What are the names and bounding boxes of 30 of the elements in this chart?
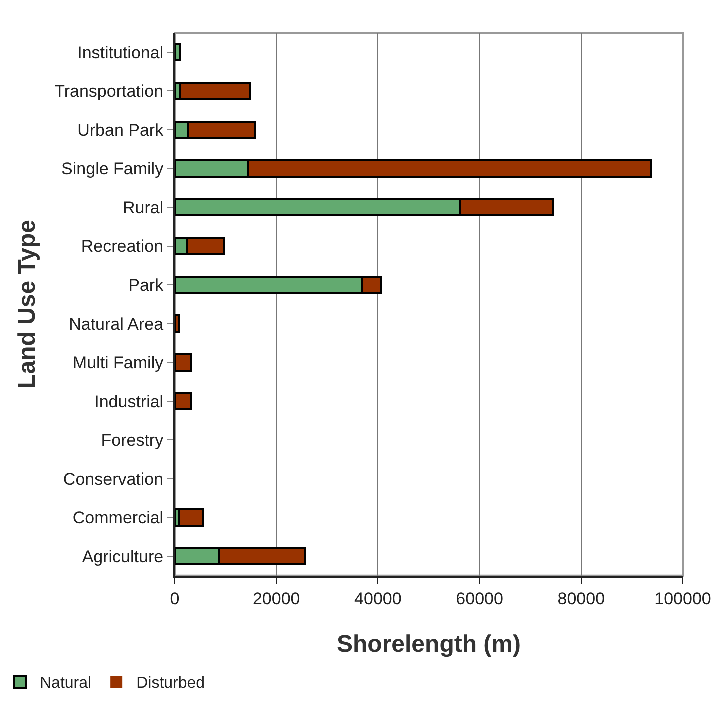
x-tick-label: 80000 [558, 589, 606, 608]
x-tick-label: 20000 [252, 589, 300, 608]
y-tick-label: Commercial [72, 508, 164, 528]
y-tick-label: Park [128, 276, 164, 295]
y-tick-label: Agriculture [82, 547, 164, 566]
x-axis-title: Shorelength (m) [337, 631, 521, 658]
y-tick-label: Forestry [101, 431, 164, 450]
bar [175, 43, 182, 62]
x-tick-label: 60000 [456, 589, 504, 608]
bar [179, 82, 252, 100]
x-tick-label: 100000 [654, 589, 712, 608]
legend-label: Natural [40, 675, 92, 692]
y-tick-label: Recreation [81, 237, 164, 256]
bar [175, 314, 180, 333]
x-tick-label: 40000 [354, 589, 402, 608]
y-tick-label: Rural [122, 198, 164, 218]
y-tick-label: Single Family [62, 160, 164, 179]
y-tick-label: Conservation [63, 470, 164, 489]
y-axis-title: Land Use Type [14, 220, 42, 389]
y-tick-label: Industrial [94, 392, 164, 412]
bar [178, 508, 204, 527]
bar [175, 353, 192, 372]
y-tick-label: Institutional [78, 43, 164, 62]
bar [175, 392, 192, 411]
y-tick-label: Transportation [54, 82, 164, 102]
y-tick-label: Urban Park [78, 120, 164, 140]
x-tick-label: 0 [170, 589, 180, 608]
legend-label: Disturbed [136, 675, 206, 692]
y-tick-label: Natural Area [69, 314, 164, 334]
y-tick-label: Multi Family [72, 354, 164, 373]
